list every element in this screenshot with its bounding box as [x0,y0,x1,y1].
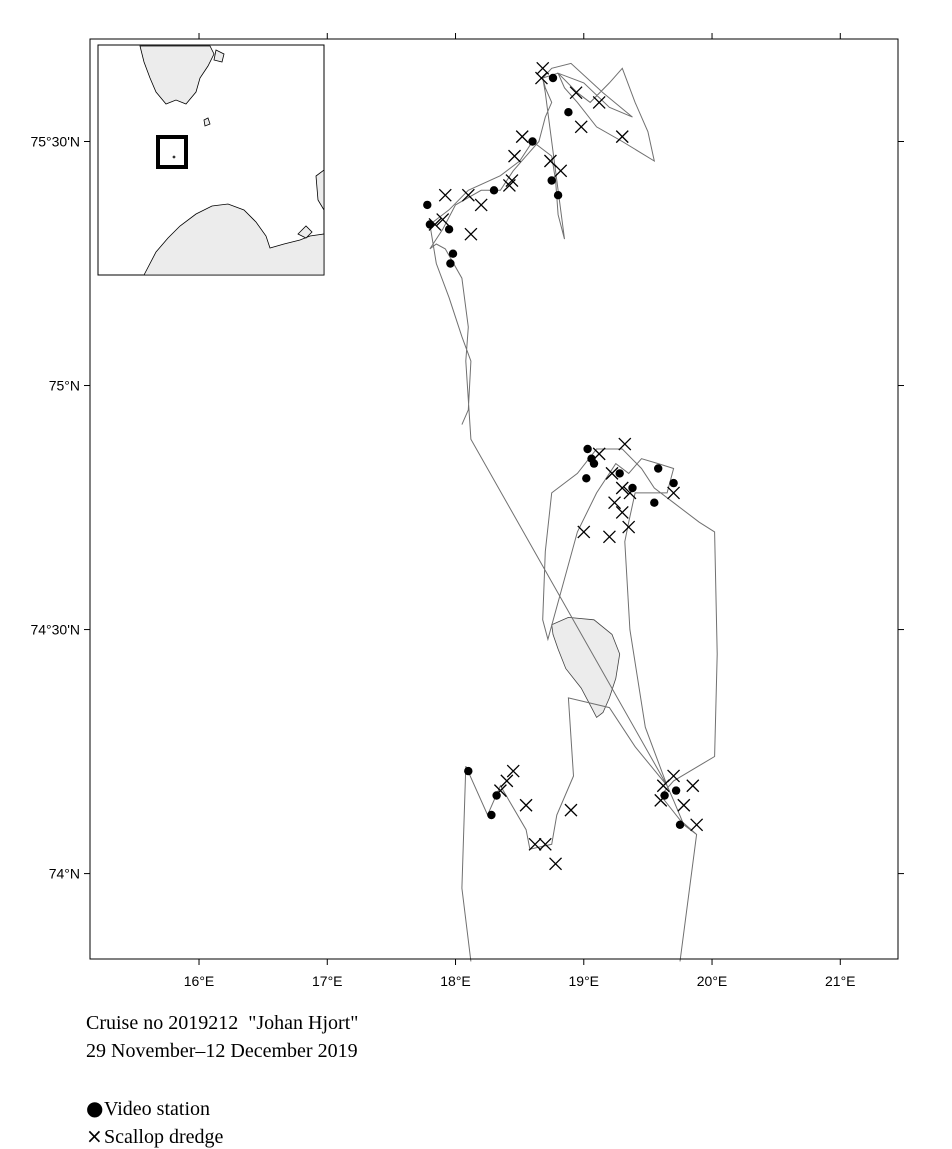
y-tick-label: 75°N [49,378,80,394]
scallop-dredge-marker [461,188,475,202]
scallop-dredge-marker [686,779,700,793]
scallop-dredge-marker [608,496,622,510]
video-station-marker [548,73,558,83]
video-station-marker [615,469,624,478]
video-station-marker [489,186,499,195]
scallop-dredge-marker [519,798,533,812]
scallop-dredge-marker [615,130,629,144]
scallop-dredge-marker [534,71,548,85]
scallop-dredge-marker [564,803,578,817]
scallop-dredge-marker [436,213,450,227]
scallop-dredge-marker [602,530,616,544]
scallop-dredge-marker [622,520,636,534]
scallop-dredge-marker [438,188,452,202]
overview-inset-map [97,44,325,276]
scallop-dredge-marker [543,154,557,168]
scallop-dredge-marker [502,178,516,192]
video-station-marker [528,137,537,146]
scallop-dredge-marker [677,798,691,812]
video-station-marker [583,444,592,454]
map-frame [89,38,899,960]
scallop-dredge-marker [667,769,681,783]
video-station-marker [650,498,659,507]
scallop-dredge-marker [500,774,514,788]
cruise-caption-line: Cruise no 2019212 "Johan Hjort" [86,1012,359,1034]
legend-video-station: ●Video station [86,1096,210,1121]
scallop-dredge-marker [538,837,552,851]
scallop-dredge-marker [667,486,681,500]
x-tick-label: 19°E [569,973,600,989]
x-tick-label: 18°E [440,973,471,989]
legend-scallop-dredge: ×Scallop dredge [86,1124,223,1149]
scallop-dredge-marker [493,784,507,798]
video-station-marker [448,249,458,258]
map: 16°E 17°E 18°E 19°E 20°E 21°E 75°30'N 75°N 74°30… [30,33,904,989]
inset-svalbard-land [139,45,225,127]
scallop-dredge-marker [618,437,632,451]
scallop-dredge-marker [656,779,670,793]
cruise-dates-line: 29 November–12 December 2019 [86,1040,358,1062]
scallop-dredge-marker [474,198,488,212]
video-station-marker [669,478,678,488]
scallop-dredge-label: Scallop dredge [104,1126,224,1148]
video-station-marker [660,791,669,800]
video-station-marker [675,820,685,829]
video-station-marker [464,766,473,776]
x-tick-label: 16°E [184,973,215,989]
scallop-dredge-marker [505,174,519,187]
scallop-dredge-marker [615,505,629,519]
axis-ticks: 16°E 17°E 18°E 19°E 20°E 21°E 75°30'N 75°N 74°30… [30,33,904,989]
inset-study-area-box [156,135,188,169]
video-station-marker [446,259,455,268]
scallop-dredge-marker [615,481,629,495]
y-tick-label: 74°30'N [30,622,80,638]
video-station-marker [547,176,556,185]
video-station-marker [671,786,681,795]
scallop-dredge-symbol: × [86,1124,103,1148]
scallop-dredge-marker [549,857,563,871]
scallop-dredge-marker [623,486,637,500]
scallop-dredge-marker [592,95,606,109]
scallop-dredge-marker [554,164,568,178]
inset-mainland-land [143,169,325,276]
scallop-dredge-marker [515,130,529,144]
video-station-marker [487,810,496,820]
scallop-dredge-marker [605,466,619,480]
video-station-marker [582,474,591,483]
video-station-marker [654,464,663,473]
x-tick-label: 21°E [825,973,856,989]
scallop-dredge-marker [506,764,520,778]
bear-island-land [551,616,621,719]
station-marker-layer [423,61,704,871]
video-station-symbol: ● [86,1096,104,1120]
video-station-marker [423,200,432,210]
inset-bear-island-dot [172,155,176,159]
scallop-dredge-marker [464,227,478,241]
cruise-track-layer [429,62,718,962]
x-tick-label: 17°E [312,973,343,989]
video-station-marker [492,791,501,800]
video-station-marker [589,459,599,468]
y-tick-label: 75°30'N [30,133,80,149]
video-station-marker [628,483,637,493]
cruise-track-line [429,62,718,962]
y-tick-label: 74°N [49,866,80,882]
scallop-dredge-marker [574,120,588,134]
scallop-dredge-marker [690,818,704,832]
x-tick-label: 20°E [697,973,728,989]
scallop-dredge-marker [577,525,591,539]
scallop-dredge-marker [569,86,583,100]
video-station-label: Video station [104,1098,211,1120]
video-station-marker [444,225,454,234]
scallop-dredge-marker [508,149,521,163]
scallop-dredge-marker [528,837,542,851]
scallop-dredge-marker [654,793,668,807]
video-station-marker [553,191,563,200]
scallop-dredge-marker [428,218,442,231]
scallop-dredge-marker [592,447,606,461]
video-station-marker [564,108,573,117]
land-layer [551,616,621,719]
